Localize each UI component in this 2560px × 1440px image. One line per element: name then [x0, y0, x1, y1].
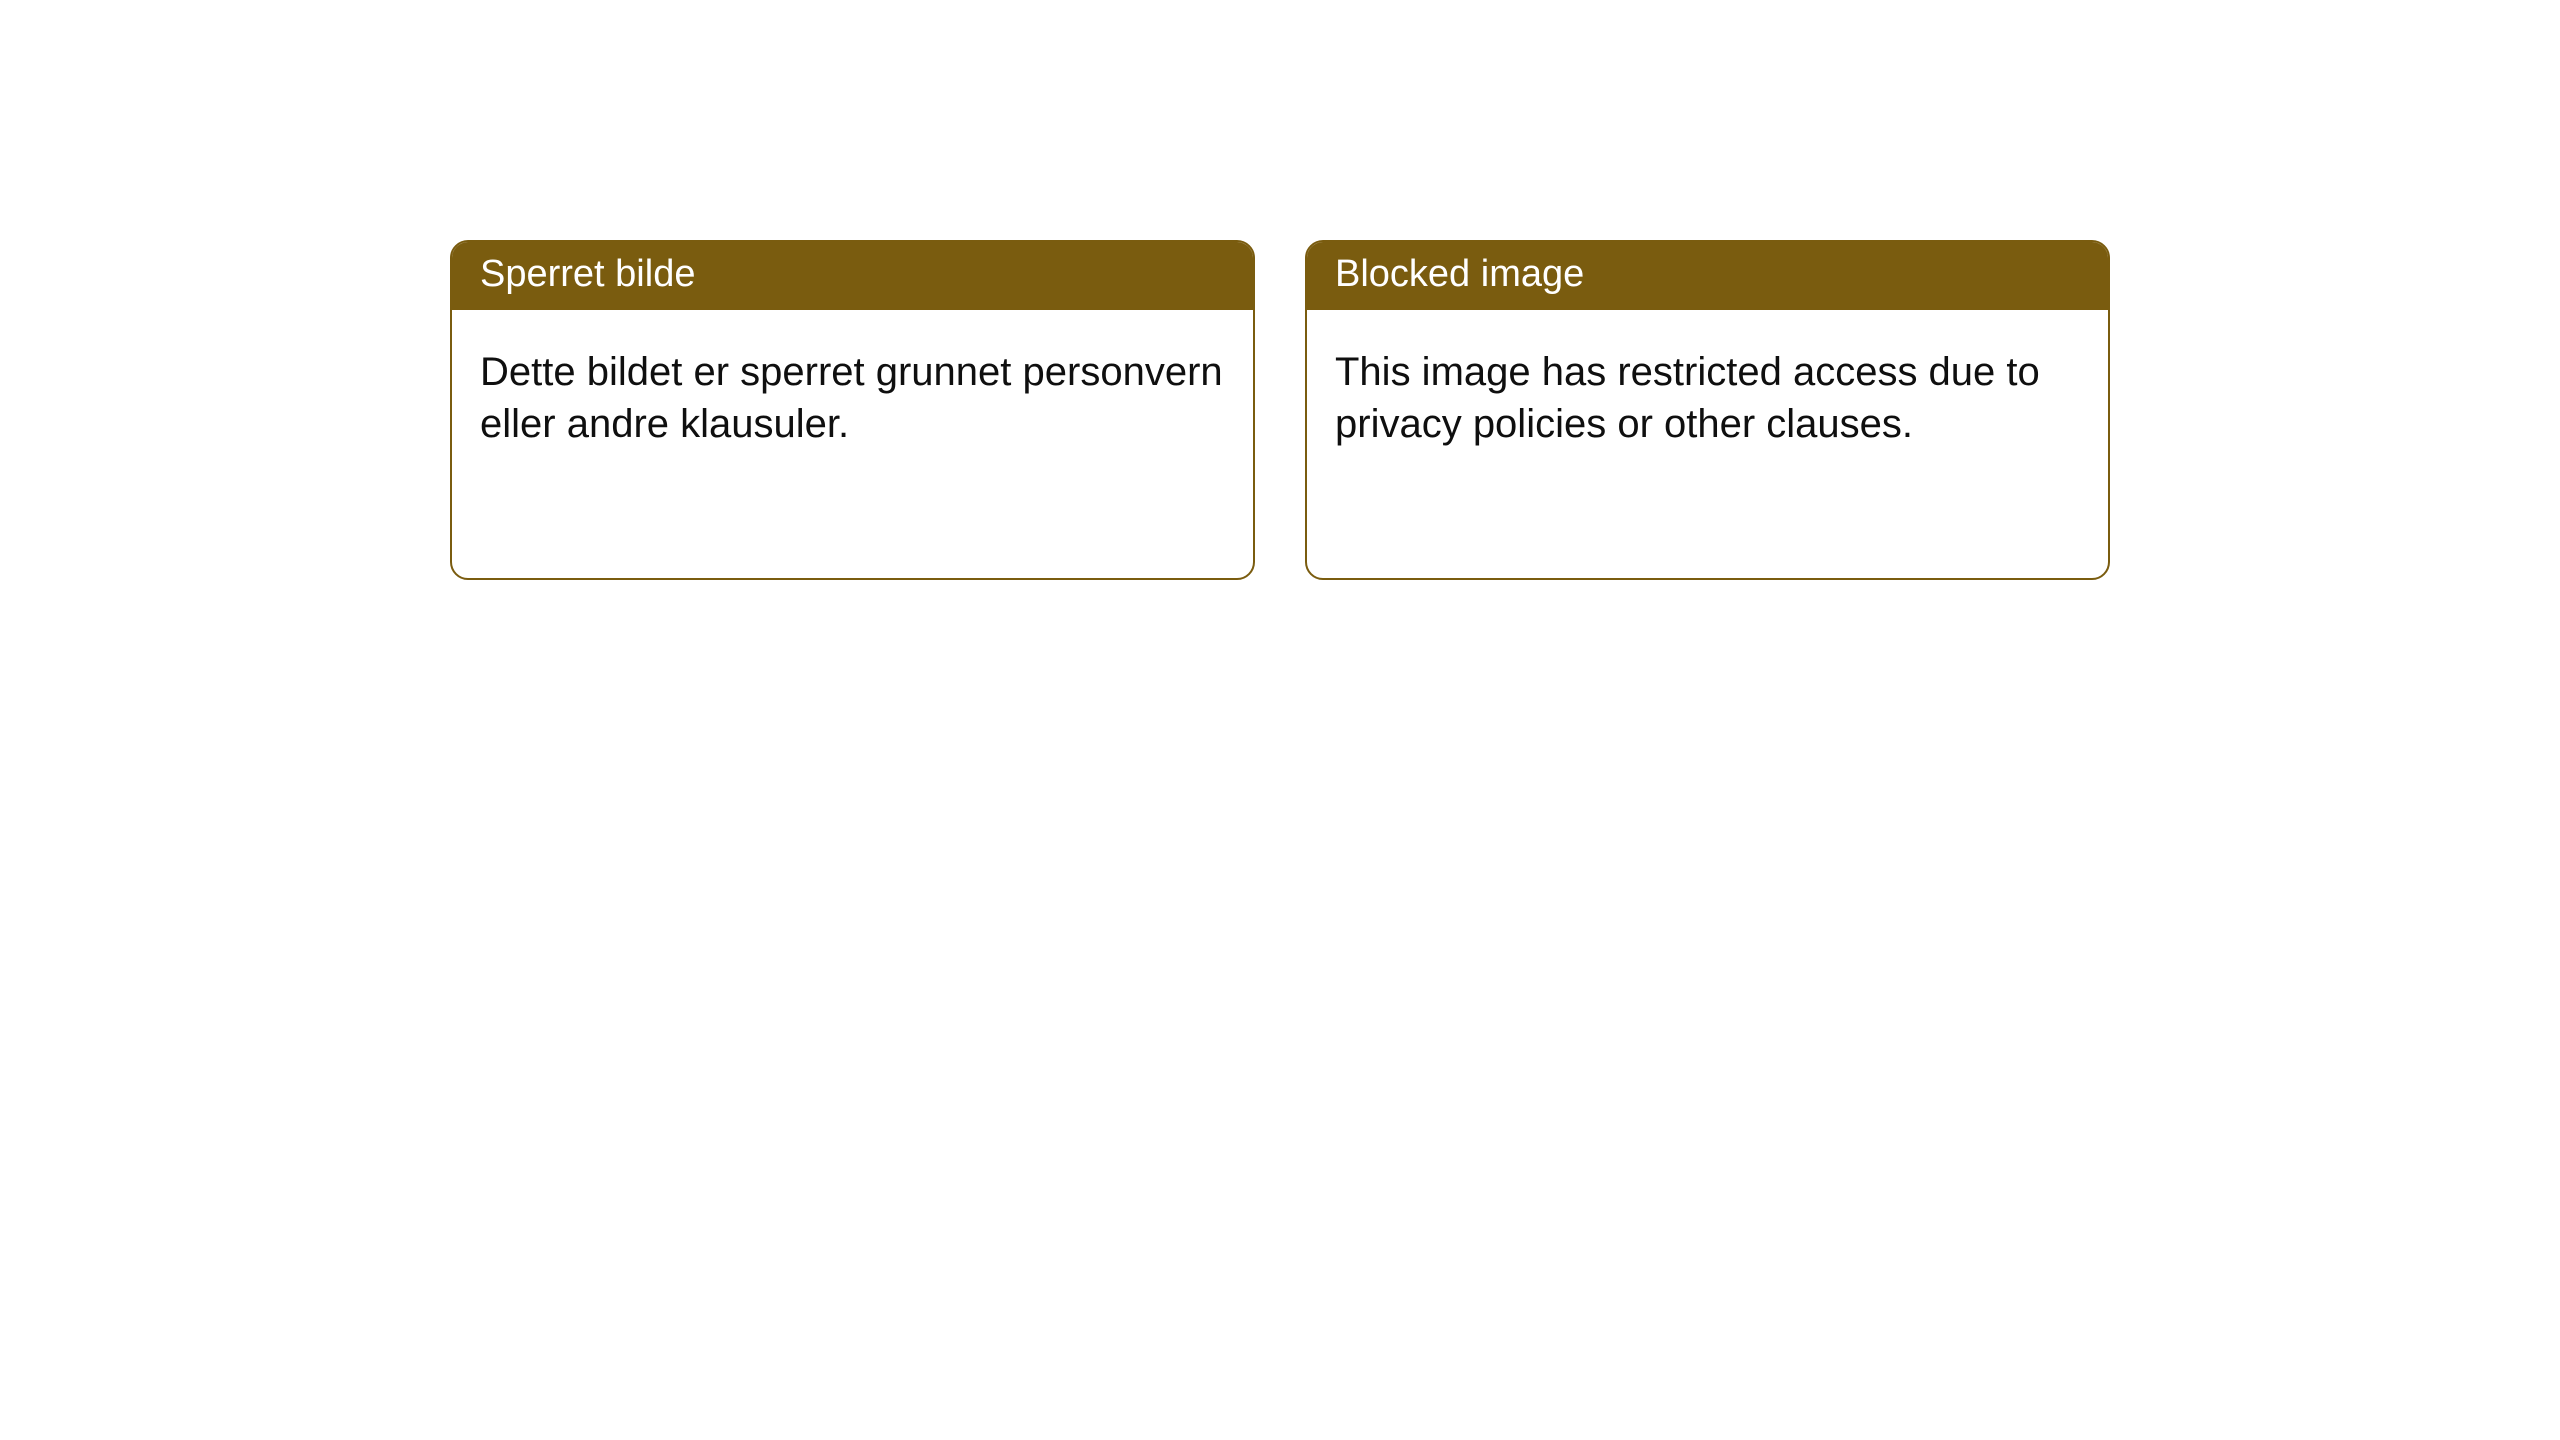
notice-container: Sperret bilde Dette bildet er sperret gr… — [0, 0, 2560, 580]
blocked-image-card-en: Blocked image This image has restricted … — [1305, 240, 2110, 580]
card-body-en: This image has restricted access due to … — [1307, 310, 2108, 488]
card-body-no: Dette bildet er sperret grunnet personve… — [452, 310, 1253, 488]
blocked-image-card-no: Sperret bilde Dette bildet er sperret gr… — [450, 240, 1255, 580]
card-header-no: Sperret bilde — [452, 242, 1253, 310]
card-header-en: Blocked image — [1307, 242, 2108, 310]
